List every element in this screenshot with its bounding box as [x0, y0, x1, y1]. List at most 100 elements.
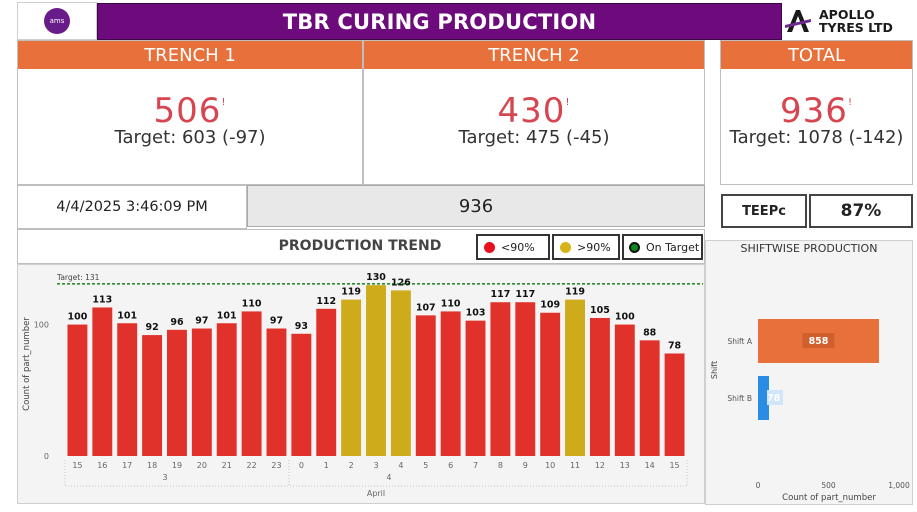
bar-data-label: 126: [391, 277, 411, 288]
shift-bar-label: 858: [809, 336, 829, 347]
bar-data-label: 130: [366, 272, 386, 283]
x-tick-label: 15: [72, 461, 82, 470]
bar-data-label: 119: [341, 287, 361, 298]
x-tick-label: 9: [523, 461, 528, 470]
brand-line-2: TYRES LTD: [819, 20, 893, 35]
bar-data-label: 112: [316, 296, 336, 307]
shift-category-label: Shift A: [727, 337, 752, 346]
yellow-dot-icon: [560, 241, 571, 253]
x-tick-label: 20: [197, 461, 207, 470]
x-tick-label: 11: [570, 461, 580, 470]
shift-label-bg: [802, 333, 835, 348]
legend-label: <90%: [501, 240, 535, 254]
legend-on-target[interactable]: On Target: [622, 234, 703, 260]
bar-data-label: 117: [490, 289, 510, 300]
alert-mark-icon: !: [847, 97, 853, 108]
x-tick-label: 18: [147, 461, 157, 470]
x-axis-label: Count of part_number: [782, 493, 876, 503]
trend-bar: [266, 328, 287, 456]
x-tick-label: 0: [299, 461, 304, 470]
trend-bar: [366, 285, 386, 456]
trench1-target: Target: 603 (-97): [114, 127, 266, 148]
trend-bar: [67, 324, 88, 456]
x-tick-label: 19: [172, 461, 182, 470]
alert-mark-icon: !: [221, 97, 227, 108]
trend-bar: [390, 290, 411, 456]
trend-bar: [515, 302, 536, 456]
x-tick-label: 15: [669, 461, 679, 470]
trend-bar: [614, 324, 635, 456]
x-tick-label: 4: [398, 461, 403, 470]
shiftwise-panel: [705, 240, 913, 505]
trend-bar: [490, 302, 511, 456]
trench2-label: TRENCH 2: [364, 41, 704, 69]
x-tick-label: 2: [349, 461, 354, 470]
x-tick-label: 21: [222, 461, 232, 470]
bar-data-label: 109: [540, 300, 560, 311]
y-tick-label: 0: [44, 452, 49, 461]
x-tick-label: 8: [498, 461, 503, 470]
bar-data-label: 97: [195, 316, 208, 327]
red-dot-icon: [484, 241, 495, 253]
x-tick-label: 0: [756, 481, 761, 490]
bar-data-label: 93: [295, 321, 308, 332]
x-tick-label: 1: [324, 461, 329, 470]
trend-bar: [142, 335, 163, 456]
brand-line-1: APOLLO: [819, 7, 875, 22]
y-tick-label: 100: [34, 321, 49, 330]
day-group-label: 4: [386, 473, 391, 482]
bar-data-label: 105: [590, 305, 610, 316]
x-tick-label: 23: [271, 461, 281, 470]
bar-data-label: 117: [515, 289, 535, 300]
total-card[interactable]: TOTAL 936! Target: 1078 (-142): [720, 40, 913, 185]
bar-data-label: 92: [145, 322, 158, 333]
x-tick-label: 3: [373, 461, 378, 470]
trend-bar: [191, 328, 212, 456]
teep-value: 87%: [809, 194, 913, 228]
alert-mark-icon: !: [565, 97, 571, 108]
trend-bar: [341, 299, 362, 456]
bar-data-label: 96: [170, 317, 184, 328]
title-bar: TBR CURING PRODUCTION: [97, 3, 782, 40]
logo-emblem-icon: ams: [44, 8, 70, 34]
bar-data-label: 110: [242, 298, 262, 309]
brand-logo: APOLLO TYRES LTD: [783, 2, 917, 40]
trend-bar: [540, 312, 561, 456]
trend-bar: [316, 308, 337, 456]
trend-bar: [465, 320, 486, 456]
x-tick-label: 6: [448, 461, 453, 470]
legend-label: On Target: [646, 240, 700, 254]
trench2-card[interactable]: TRENCH 2 430! Target: 475 (-45): [363, 40, 705, 185]
trend-bar: [92, 307, 113, 456]
trench1-label: TRENCH 1: [18, 41, 362, 69]
x-tick-label: 10: [545, 461, 555, 470]
bar-data-label: 110: [441, 298, 461, 309]
shiftwise-title: SHIFTWISE PRODUCTION: [740, 242, 878, 255]
trend-bar: [241, 311, 262, 456]
trench1-card[interactable]: TRENCH 1 506! Target: 603 (-97): [17, 40, 363, 185]
bar-data-label: 113: [92, 294, 112, 305]
bar-data-label: 100: [615, 312, 635, 323]
y-axis-label: Count of part_number: [22, 317, 32, 411]
bar-data-label: 88: [643, 327, 657, 338]
shift-category-label: Shift B: [727, 394, 752, 403]
x-tick-label: 5: [423, 461, 428, 470]
x-tick-label: 1,000: [888, 481, 910, 490]
total-value: 936!: [780, 91, 853, 131]
x-tick-label: 13: [620, 461, 630, 470]
trend-bar: [565, 299, 585, 456]
trend-bar: [639, 340, 660, 456]
total-target: Target: 1078 (-142): [729, 127, 904, 148]
trend-bar: [117, 323, 138, 456]
total-production-strip: 936: [247, 185, 705, 227]
legend-above-90[interactable]: >90%: [552, 234, 620, 260]
apollo-a-icon: [785, 10, 811, 32]
legend-label: >90%: [577, 240, 611, 254]
x-tick-label: 7: [473, 461, 478, 470]
trend-bar: [291, 333, 312, 456]
legend-below-90[interactable]: <90%: [476, 234, 550, 260]
trend-bar: [415, 315, 436, 456]
bar-data-label: 97: [270, 316, 283, 327]
y-axis-label: Shift: [710, 361, 719, 379]
